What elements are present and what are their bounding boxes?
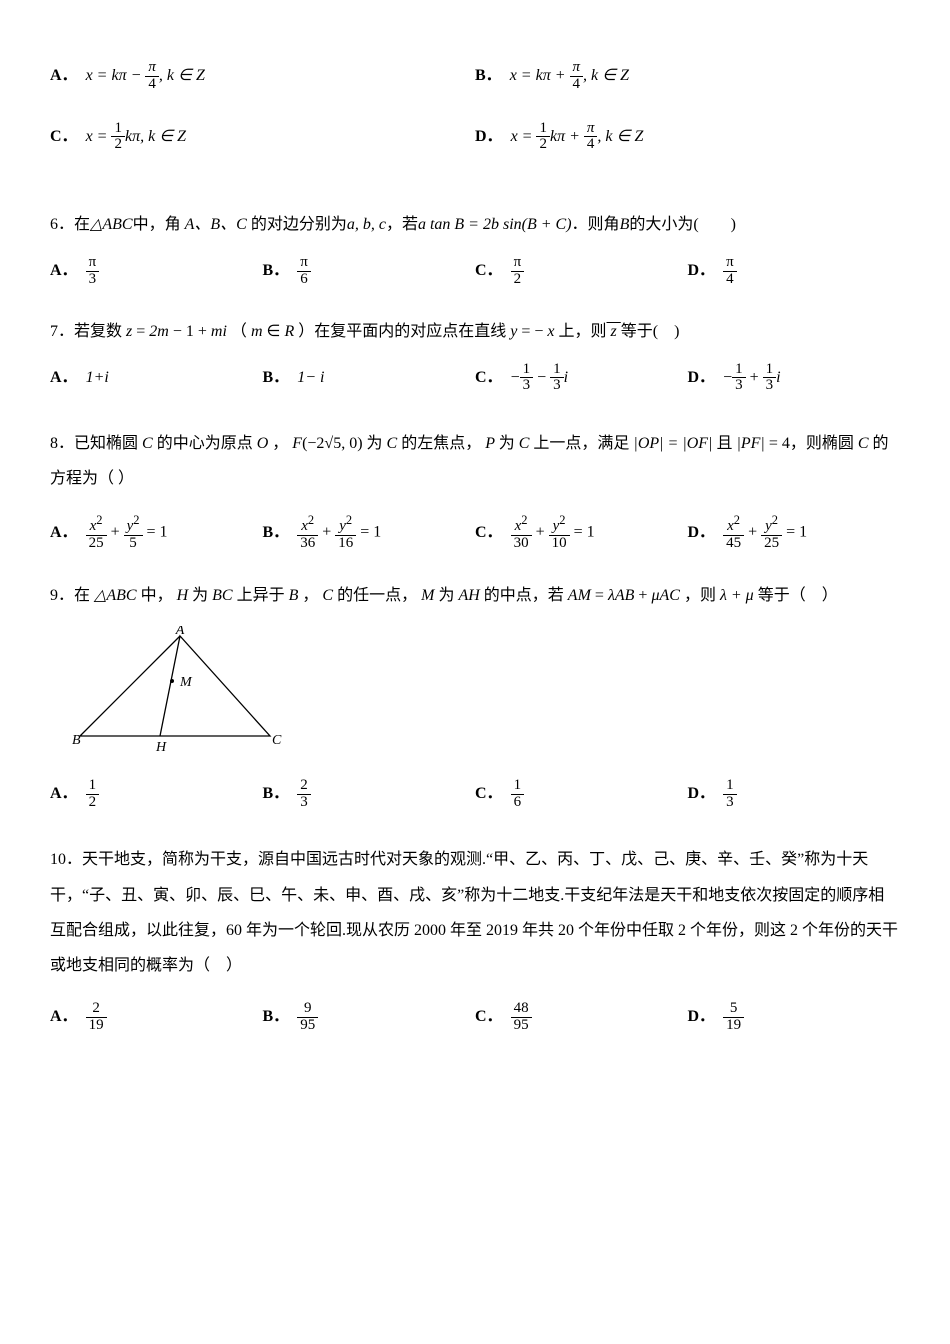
q10-opt-D: D．519 [688,1001,901,1034]
q6-angles: A、B、C [185,216,247,233]
q6-p3: 的对边分别为 [251,216,347,233]
q6-opt-A: A．π3 [50,255,263,288]
q6-options: A．π3 B．π6 C．π2 D．π4 [50,255,900,288]
q6-p2: 中，角 [133,216,181,233]
q10-opt-A: A．219 [50,1001,263,1034]
q5-options: A． x = kπ − π4, k ∈ Z B． x = kπ + π4, k … [50,60,900,181]
q7-opt-A: A．1+i [50,362,263,395]
q8-opt-B: B．x236 + y216 = 1 [263,514,476,552]
q8-num: 8． [50,435,74,452]
q10-opt-C: C．4895 [475,1001,688,1034]
q6-opt-C: C．π2 [475,255,688,288]
q5-opt-C: C． x = 12kπ, k ∈ Z [50,121,475,154]
q6-stem: 6．在△ABC中，角 A、B、C 的对边分别为a, b, c，若a tan B … [50,213,900,237]
q6-tri: △ABC [90,216,133,233]
q8-opt-C: C．x230 + y210 = 1 [475,514,688,552]
q10-stem: 10．天干地支，简称为干支，源自中国远古时代对天象的观测.“甲、乙、丙、丁、戊、… [50,842,900,983]
q7-text: 若复数 z = 2m − 1 + mi （ m ∈ R ）在复平面内的对应点在直… [74,323,679,340]
q8-opt-A: A．x225 + y25 = 1 [50,514,263,552]
q6-p5: ．则角 [572,216,620,233]
q6-p6: 的大小为( ) [629,216,736,233]
q6-sides: a, b, c [347,216,386,233]
q9-opt-C: C．16 [475,778,688,811]
q8-opt-D: D．x245 + y225 = 1 [688,514,901,552]
q7-options: A．1+i B．1− i C．−13 − 13i D．−13 + 13i [50,362,900,395]
q9-diagram: A B C H M [60,626,900,764]
q10-text: 天干地支，简称为干支，源自中国远古时代对天象的观测.“甲、乙、丙、丁、戊、己、庚… [50,851,898,974]
q9-opt-B: B．23 [263,778,476,811]
q7-opt-D: D．−13 + 13i [688,362,901,395]
q6: 6．在△ABC中，角 A、B、C 的对边分别为a, b, c，若a tan B … [50,213,900,288]
q7: 7．若复数 z = 2m − 1 + mi （ m ∈ R ）在复平面内的对应点… [50,320,900,395]
q5-options-block: A． x = kπ − π4, k ∈ Z B． x = kπ + π4, k … [50,60,900,181]
q9-opt-A: A．12 [50,778,263,811]
q10-opt-B: B．995 [263,1001,476,1034]
q6-cond: a tan B = 2b sin(B + C) [418,216,572,233]
q10: 10．天干地支，简称为干支，源自中国远古时代对天象的观测.“甲、乙、丙、丁、戊、… [50,842,900,1033]
svg-text:C: C [272,733,282,748]
q9-options: A．12 B．23 C．16 D．13 [50,778,900,811]
q7-opt-B: B．1− i [263,362,476,395]
q9-stem: 9．在 △ABC 中， H 为 BC 上异于 B ， C 的任一点， M 为 A… [50,584,900,608]
svg-text:H: H [155,740,167,755]
q6-opt-B: B．π6 [263,255,476,288]
q9: 9．在 △ABC 中， H 为 BC 上异于 B ， C 的任一点， M 为 A… [50,584,900,811]
q7-opt-C: C．−13 − 13i [475,362,688,395]
q8-options: A．x225 + y25 = 1 B．x236 + y216 = 1 C．x23… [50,514,900,552]
q6-p1: 在 [74,216,90,233]
q10-options: A．219 B．995 C．4895 D．519 [50,1001,900,1034]
svg-text:M: M [179,675,193,690]
q8-text: 已知椭圆 C 的中心为原点 O ， F(−2√5, 0) 为 C 的左焦点， P… [50,435,889,487]
q9-text: 在 △ABC 中， H 为 BC 上异于 B ， C 的任一点， M 为 AH … [74,587,838,604]
q5-opt-A: A． x = kπ − π4, k ∈ Z [50,60,475,93]
q6-num: 6． [50,216,74,233]
svg-text:B: B [72,733,81,748]
q9-num: 9． [50,587,74,604]
q6-B: B [620,216,630,233]
q10-num: 10． [50,851,82,868]
q7-num: 7． [50,323,74,340]
q5-opt-B: B． x = kπ + π4, k ∈ Z [475,60,900,93]
q8-stem: 8．已知椭圆 C 的中心为原点 O ， F(−2√5, 0) 为 C 的左焦点，… [50,426,900,496]
q8: 8．已知椭圆 C 的中心为原点 O ， F(−2√5, 0) 为 C 的左焦点，… [50,426,900,552]
q9-opt-D: D．13 [688,778,901,811]
q6-p4: ，若 [386,216,418,233]
q6-opt-D: D．π4 [688,255,901,288]
q7-stem: 7．若复数 z = 2m − 1 + mi （ m ∈ R ）在复平面内的对应点… [50,320,900,344]
triangle-svg: A B C H M [60,626,290,756]
svg-text:A: A [175,626,185,638]
q5-opt-D: D． x = 12kπ + π4, k ∈ Z [475,121,900,154]
